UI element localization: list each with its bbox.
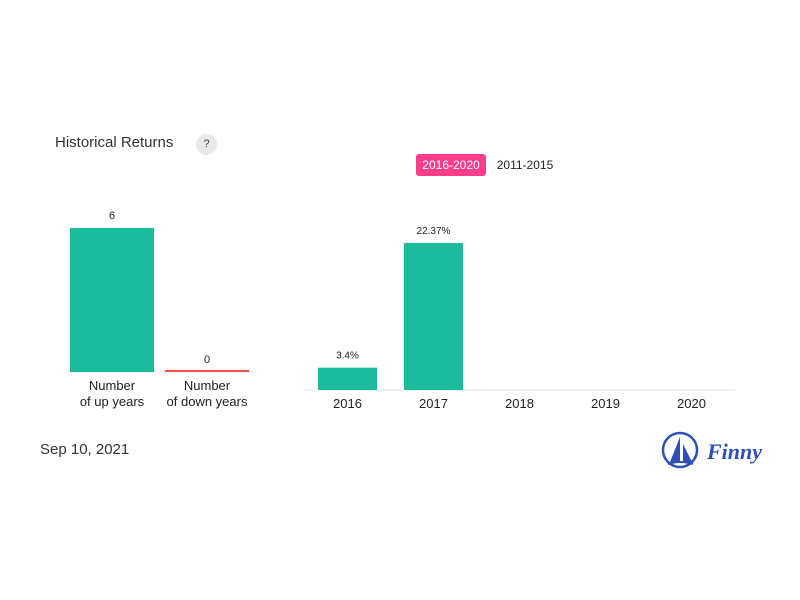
bar-down-years [165, 370, 249, 372]
data-label: 3.4% [336, 351, 359, 362]
chart-title: Historical Returns [55, 134, 174, 151]
wave [667, 461, 694, 465]
sail-small [683, 444, 692, 462]
tick-label-2019: 2019 [591, 396, 620, 411]
tab-2011-2015[interactable]: 2011-2015 [496, 158, 554, 172]
brand-name: Finny [706, 439, 762, 464]
finny-logo: Finny [661, 431, 762, 469]
tick-label-2018: 2018 [505, 396, 534, 411]
tick-label-2020: 2020 [677, 396, 706, 411]
bar-up-years [70, 228, 154, 372]
category-label: of down years [167, 394, 248, 409]
sail-large [670, 437, 680, 462]
tab-2016-2020[interactable]: 2016-2020 [416, 154, 486, 176]
category-label: of up years [80, 394, 145, 409]
category-label: Number [184, 378, 231, 393]
bar-2016 [318, 367, 377, 390]
help-button[interactable]: ? [196, 134, 217, 155]
sailboat-icon [661, 431, 699, 469]
data-label: 6 [109, 210, 115, 222]
data-label: 0 [204, 354, 210, 366]
annual-returns-chart: 3.4% 2016 22.37% 2017 2018 2019 2020 [305, 226, 735, 411]
as-of-date: Sep 10, 2021 [40, 441, 130, 458]
bar-2017 [404, 243, 463, 390]
tick-label-2017: 2017 [419, 396, 448, 411]
category-label: Number [89, 378, 136, 393]
tick-label-2016: 2016 [333, 396, 362, 411]
data-label: 22.37% [417, 226, 451, 237]
